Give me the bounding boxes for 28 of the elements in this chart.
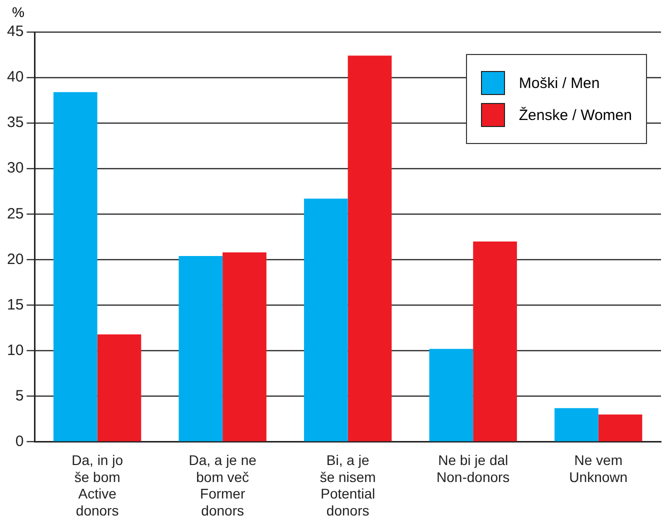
y-tick-label: 40: [6, 68, 24, 86]
bar: [178, 256, 223, 442]
bar: [348, 56, 392, 442]
y-tick-label: 20: [6, 250, 24, 268]
y-tick-label: 30: [6, 160, 24, 177]
y-tick-label: 25: [6, 205, 24, 222]
x-tick-label: Bi, a je še nisem Potential donors: [320, 452, 376, 518]
bar: [554, 408, 598, 442]
y-tick-label: 5: [15, 387, 24, 404]
bar: [304, 198, 348, 442]
y-tick-label: 45: [6, 23, 24, 40]
bar: [53, 92, 98, 442]
y-tick-label: 10: [6, 342, 24, 359]
y-axis-title: %: [12, 4, 24, 20]
y-tick-label: 15: [6, 296, 24, 314]
x-tick-label: Da, a je ne bom več Former donors: [188, 452, 257, 518]
bar: [222, 252, 266, 442]
x-tick-label: Ne bi je dal Non-donors: [436, 452, 510, 485]
y-tick-label: 35: [6, 114, 24, 132]
y-tick-label: 0: [15, 432, 24, 450]
x-tick-label: Da, in jo še bom Active donors: [72, 452, 124, 518]
x-tick-label: Ne vem Unknown: [569, 452, 628, 485]
legend-label: Ženske / Women: [518, 106, 632, 124]
bar: [473, 241, 517, 442]
bar: [97, 334, 142, 442]
bar: [429, 348, 474, 442]
legend-label: Moški / Men: [518, 74, 600, 92]
bar: [598, 414, 642, 442]
